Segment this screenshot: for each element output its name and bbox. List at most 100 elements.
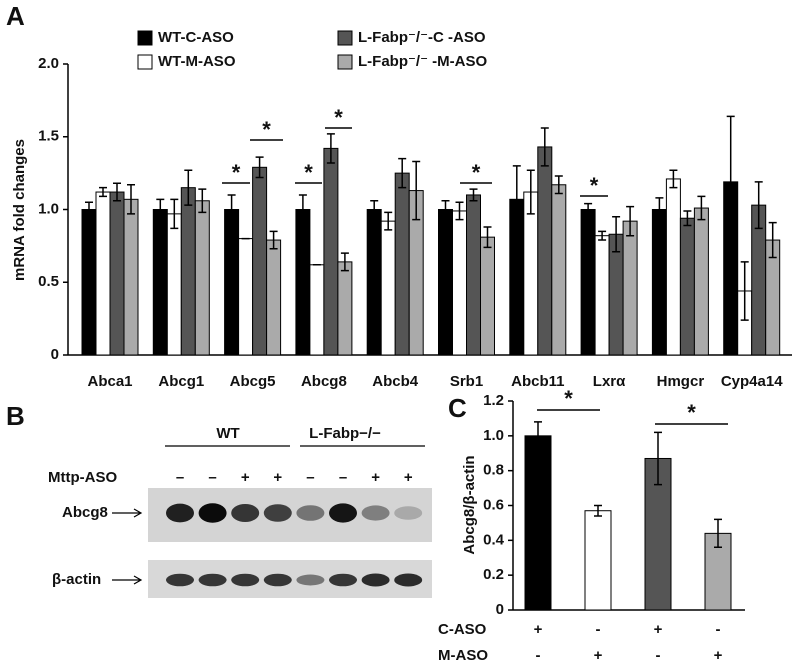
error-bar [384,211,393,231]
legend-swatch [137,30,153,46]
blot-band [166,573,194,587]
bar [224,209,240,356]
row-label: β-actin [52,571,101,588]
treatment-sign: – [306,469,314,486]
bar [194,200,210,356]
error-bar [697,195,706,221]
error-bar [714,518,722,549]
significance-star: * [472,160,481,185]
y-tick-label: 0 [496,601,504,618]
treatment-sign: – [339,469,347,486]
y-tick-label: 0.8 [483,462,504,479]
significance-star: * [232,160,241,185]
blot-band [263,504,292,522]
bar [95,191,111,356]
blot-band [329,573,357,587]
bar [480,236,495,356]
legend-swatch [337,54,353,70]
y-tick-label: 0.4 [483,531,505,548]
error-bar [626,205,635,237]
bar [380,220,396,356]
row-label: Abcg8 [62,504,108,521]
error-bar [455,201,464,221]
blot-band [296,574,325,586]
error-bar [127,184,135,215]
error-bar [526,169,535,215]
blot-band [394,506,423,520]
error-bar [269,230,278,250]
blot-band [231,573,260,587]
x-tick-label: Cyp4a14 [721,373,783,390]
error-bar [612,216,621,253]
x-tick-label: Abcb4 [372,373,419,390]
y-tick-label: 1.5 [38,128,59,145]
bar [180,187,196,356]
y-tick-label: 0.6 [483,496,504,513]
bar [594,235,610,356]
y-tick-label: 2.0 [38,55,59,72]
treatment-sign: - [716,621,721,638]
bar [238,238,254,356]
error-bar [184,169,193,206]
bar [81,209,97,356]
treatment-sign: + [654,621,663,638]
error-bar [412,160,421,221]
x-tick-label: Abcg1 [158,373,204,390]
bar [266,239,282,356]
bar [452,210,467,356]
bar [394,172,410,356]
blot-band [198,573,227,587]
blot-band [361,573,390,587]
significance-star: * [590,173,599,198]
y-tick-label: 1.2 [483,392,504,409]
panel-label: A [6,1,25,31]
panel-label: C [448,393,467,423]
x-tick-label: Srb1 [450,373,483,390]
significance-star: * [564,386,573,411]
error-bar [768,221,777,259]
error-bar [469,188,478,202]
treatment-label: C-ASO [438,621,487,638]
error-bar [85,201,93,218]
error-bar [441,200,450,219]
x-tick-label: Abcg5 [230,373,276,390]
bar [309,264,325,356]
error-bar [584,202,593,217]
error-bar [398,157,407,189]
legend-label: WT-M-ASO [158,53,236,70]
panel-label: B [6,401,25,431]
legend-label: L-Fabp⁻/⁻-C -ASO [358,29,486,46]
bar [584,510,612,611]
y-tick-label: 0 [51,346,59,363]
error-bar [170,198,179,230]
error-bar [483,226,492,249]
bar [466,194,481,356]
bar [166,213,182,356]
y-tick-label: 0.5 [38,273,59,290]
error-bar [540,127,549,167]
group-label: WT [216,425,239,442]
bar [295,209,311,356]
bar [580,209,596,356]
group-label: L-Fabp−/− [309,425,381,442]
error-bar [594,504,602,517]
blot-band [166,503,194,523]
legend-label: WT-C-ASO [158,29,234,46]
error-bar [512,165,521,234]
error-bar [99,186,107,198]
bar [551,184,567,356]
treatment-sign: – [208,469,216,486]
legend-swatch [337,30,353,46]
treatment-sign: + [534,621,543,638]
y-tick-label: 0.2 [483,566,504,583]
error-bar [534,421,542,451]
bar [337,261,353,356]
error-bar [340,252,349,272]
legend-label: L-Fabp⁻/⁻ -M-ASO [358,53,487,70]
error-bar [683,210,692,227]
error-bar [726,115,735,249]
bar [438,209,453,356]
legend-swatch [137,54,153,70]
bar [537,146,553,356]
blot-band [296,505,325,521]
